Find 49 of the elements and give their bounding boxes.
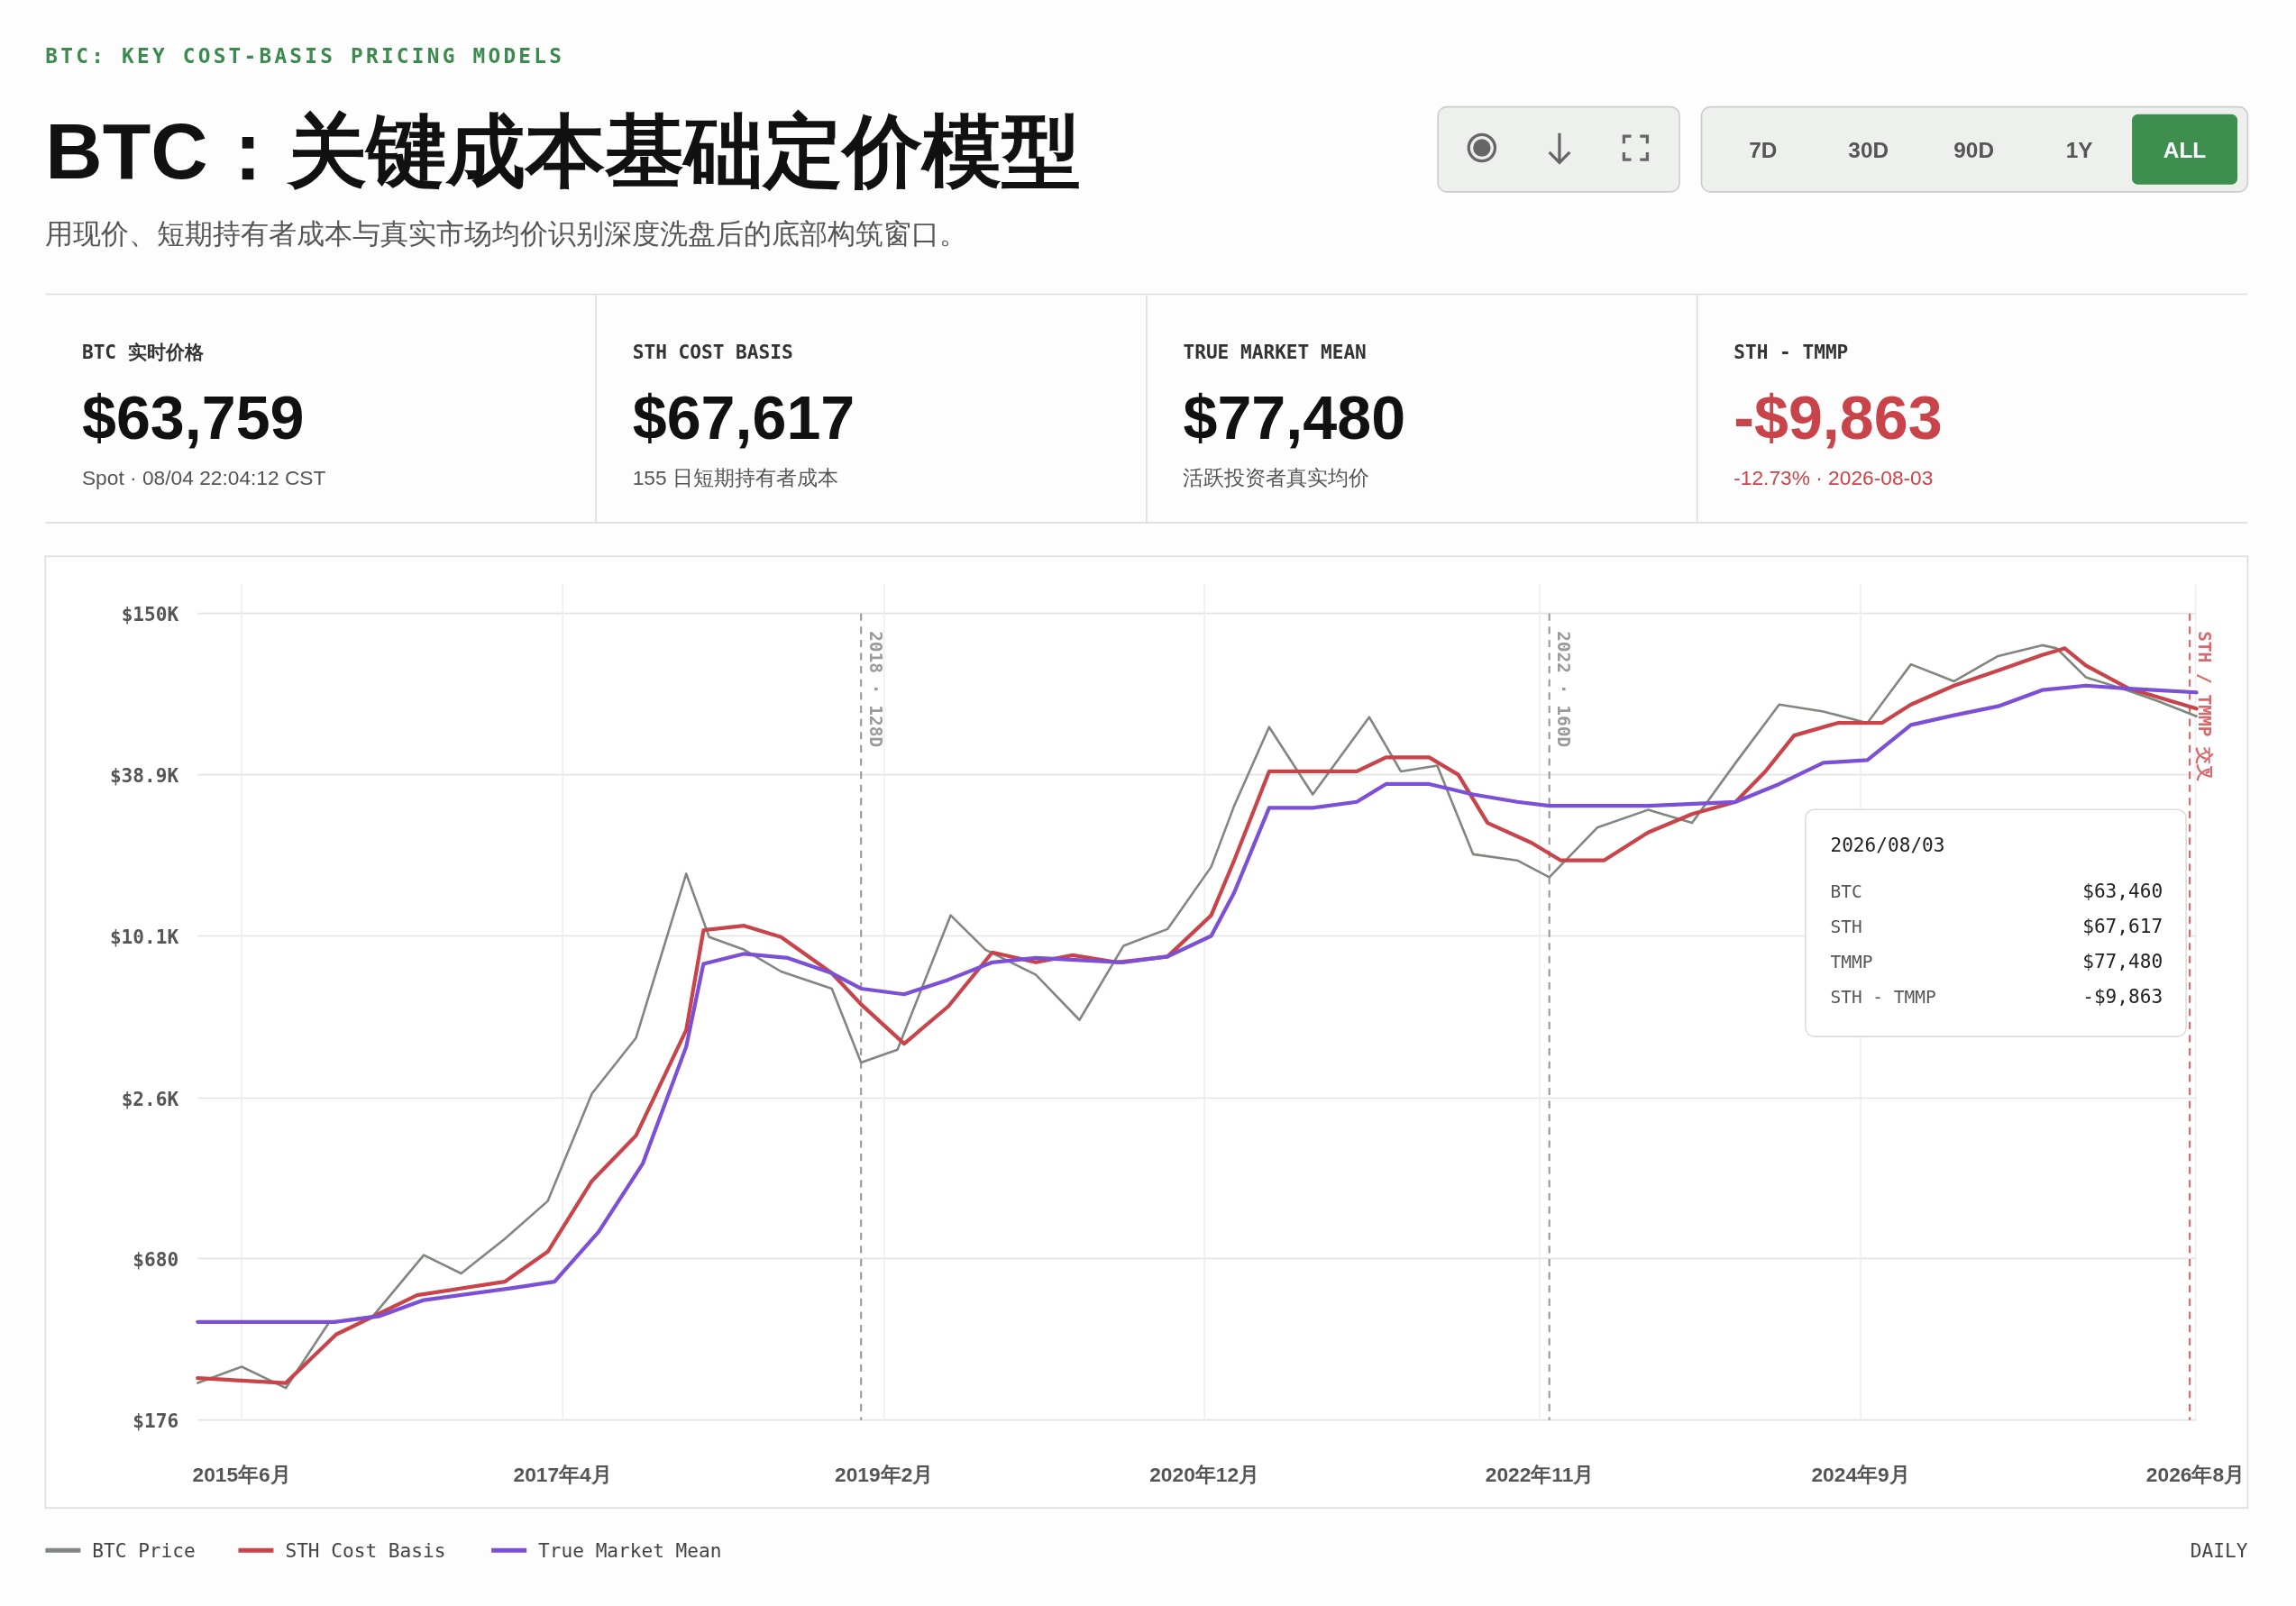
legend-label: STH Cost Basis [285, 1539, 446, 1563]
legend-label: BTC Price [92, 1539, 196, 1563]
annotation: $77,480 [2082, 949, 2163, 972]
text: BTC 实时价格 [81, 341, 205, 364]
y-tick-label: $680 [133, 1247, 179, 1271]
ref-line-label: 2022 · 160D [1553, 631, 1575, 748]
x-tick-label: 2020年12月 [1149, 1462, 1260, 1486]
text: BTC: KEY COST-BASIS PRICING MODELS [45, 43, 565, 68]
text: 1Y [2065, 138, 2093, 163]
text: 7D [1749, 138, 1778, 163]
annotation: $67,617 [2082, 914, 2163, 937]
x-tick-label: 2022年11月 [1485, 1462, 1595, 1486]
x-tick-label: 2026年8月 [2145, 1462, 2246, 1486]
x-tick-label: 2024年9月 [1811, 1462, 1910, 1486]
annotation: BTC [1830, 881, 1862, 902]
text: Spot · 08/04 22:04:12 CST [81, 465, 326, 489]
legend-label: True Market Mean [538, 1539, 722, 1563]
annotation: STH [1830, 916, 1862, 937]
text: $63,759 [81, 383, 305, 452]
ref-line-label: STH / TMMP 交叉 [2193, 631, 2215, 782]
annotation: $63,460 [2082, 879, 2163, 902]
ref-line-label: 2018 · 128D [864, 631, 886, 748]
text: 用现价、短期持有者成本与真实市场均价识别深度洗盘后的底部构筑窗口。 [45, 217, 968, 250]
annotation: -$9,863 [2082, 984, 2163, 1008]
y-tick-label: $176 [133, 1409, 179, 1432]
text: BTC：关键成本基础定价模型 [45, 107, 1081, 196]
text: $67,617 [632, 383, 855, 452]
annotation: 2026/08/03 [1830, 834, 1945, 857]
x-tick-label: 2015年6月 [192, 1462, 291, 1486]
text: 155 日短期持有者成本 [632, 465, 838, 489]
annotation: STH - TMMP [1830, 986, 1936, 1008]
y-tick-label: $2.6K [121, 1087, 179, 1110]
x-tick-label: 2019年2月 [835, 1462, 934, 1486]
x-tick-label: 2017年4月 [513, 1462, 612, 1486]
text: 活跃投资者真实均价 [1183, 465, 1370, 489]
text: -$9,863 [1733, 383, 1943, 452]
y-tick-label: $10.1K [109, 925, 179, 948]
text: STH - TMMP [1733, 341, 1849, 364]
text: STH COST BASIS [632, 341, 793, 364]
text: ALL [2163, 138, 2207, 163]
text: 30D [1848, 138, 1889, 163]
y-tick-label: $150K [121, 602, 179, 625]
text: $77,480 [1183, 383, 1406, 452]
text: -12.73% · 2026-08-03 [1733, 465, 1934, 489]
annotation: TMMP [1830, 951, 1873, 972]
text: DAILY [2190, 1539, 2248, 1563]
text: TRUE MARKET MEAN [1183, 341, 1367, 364]
y-tick-label: $38.9K [109, 763, 179, 787]
text: 90D [1953, 138, 1994, 163]
